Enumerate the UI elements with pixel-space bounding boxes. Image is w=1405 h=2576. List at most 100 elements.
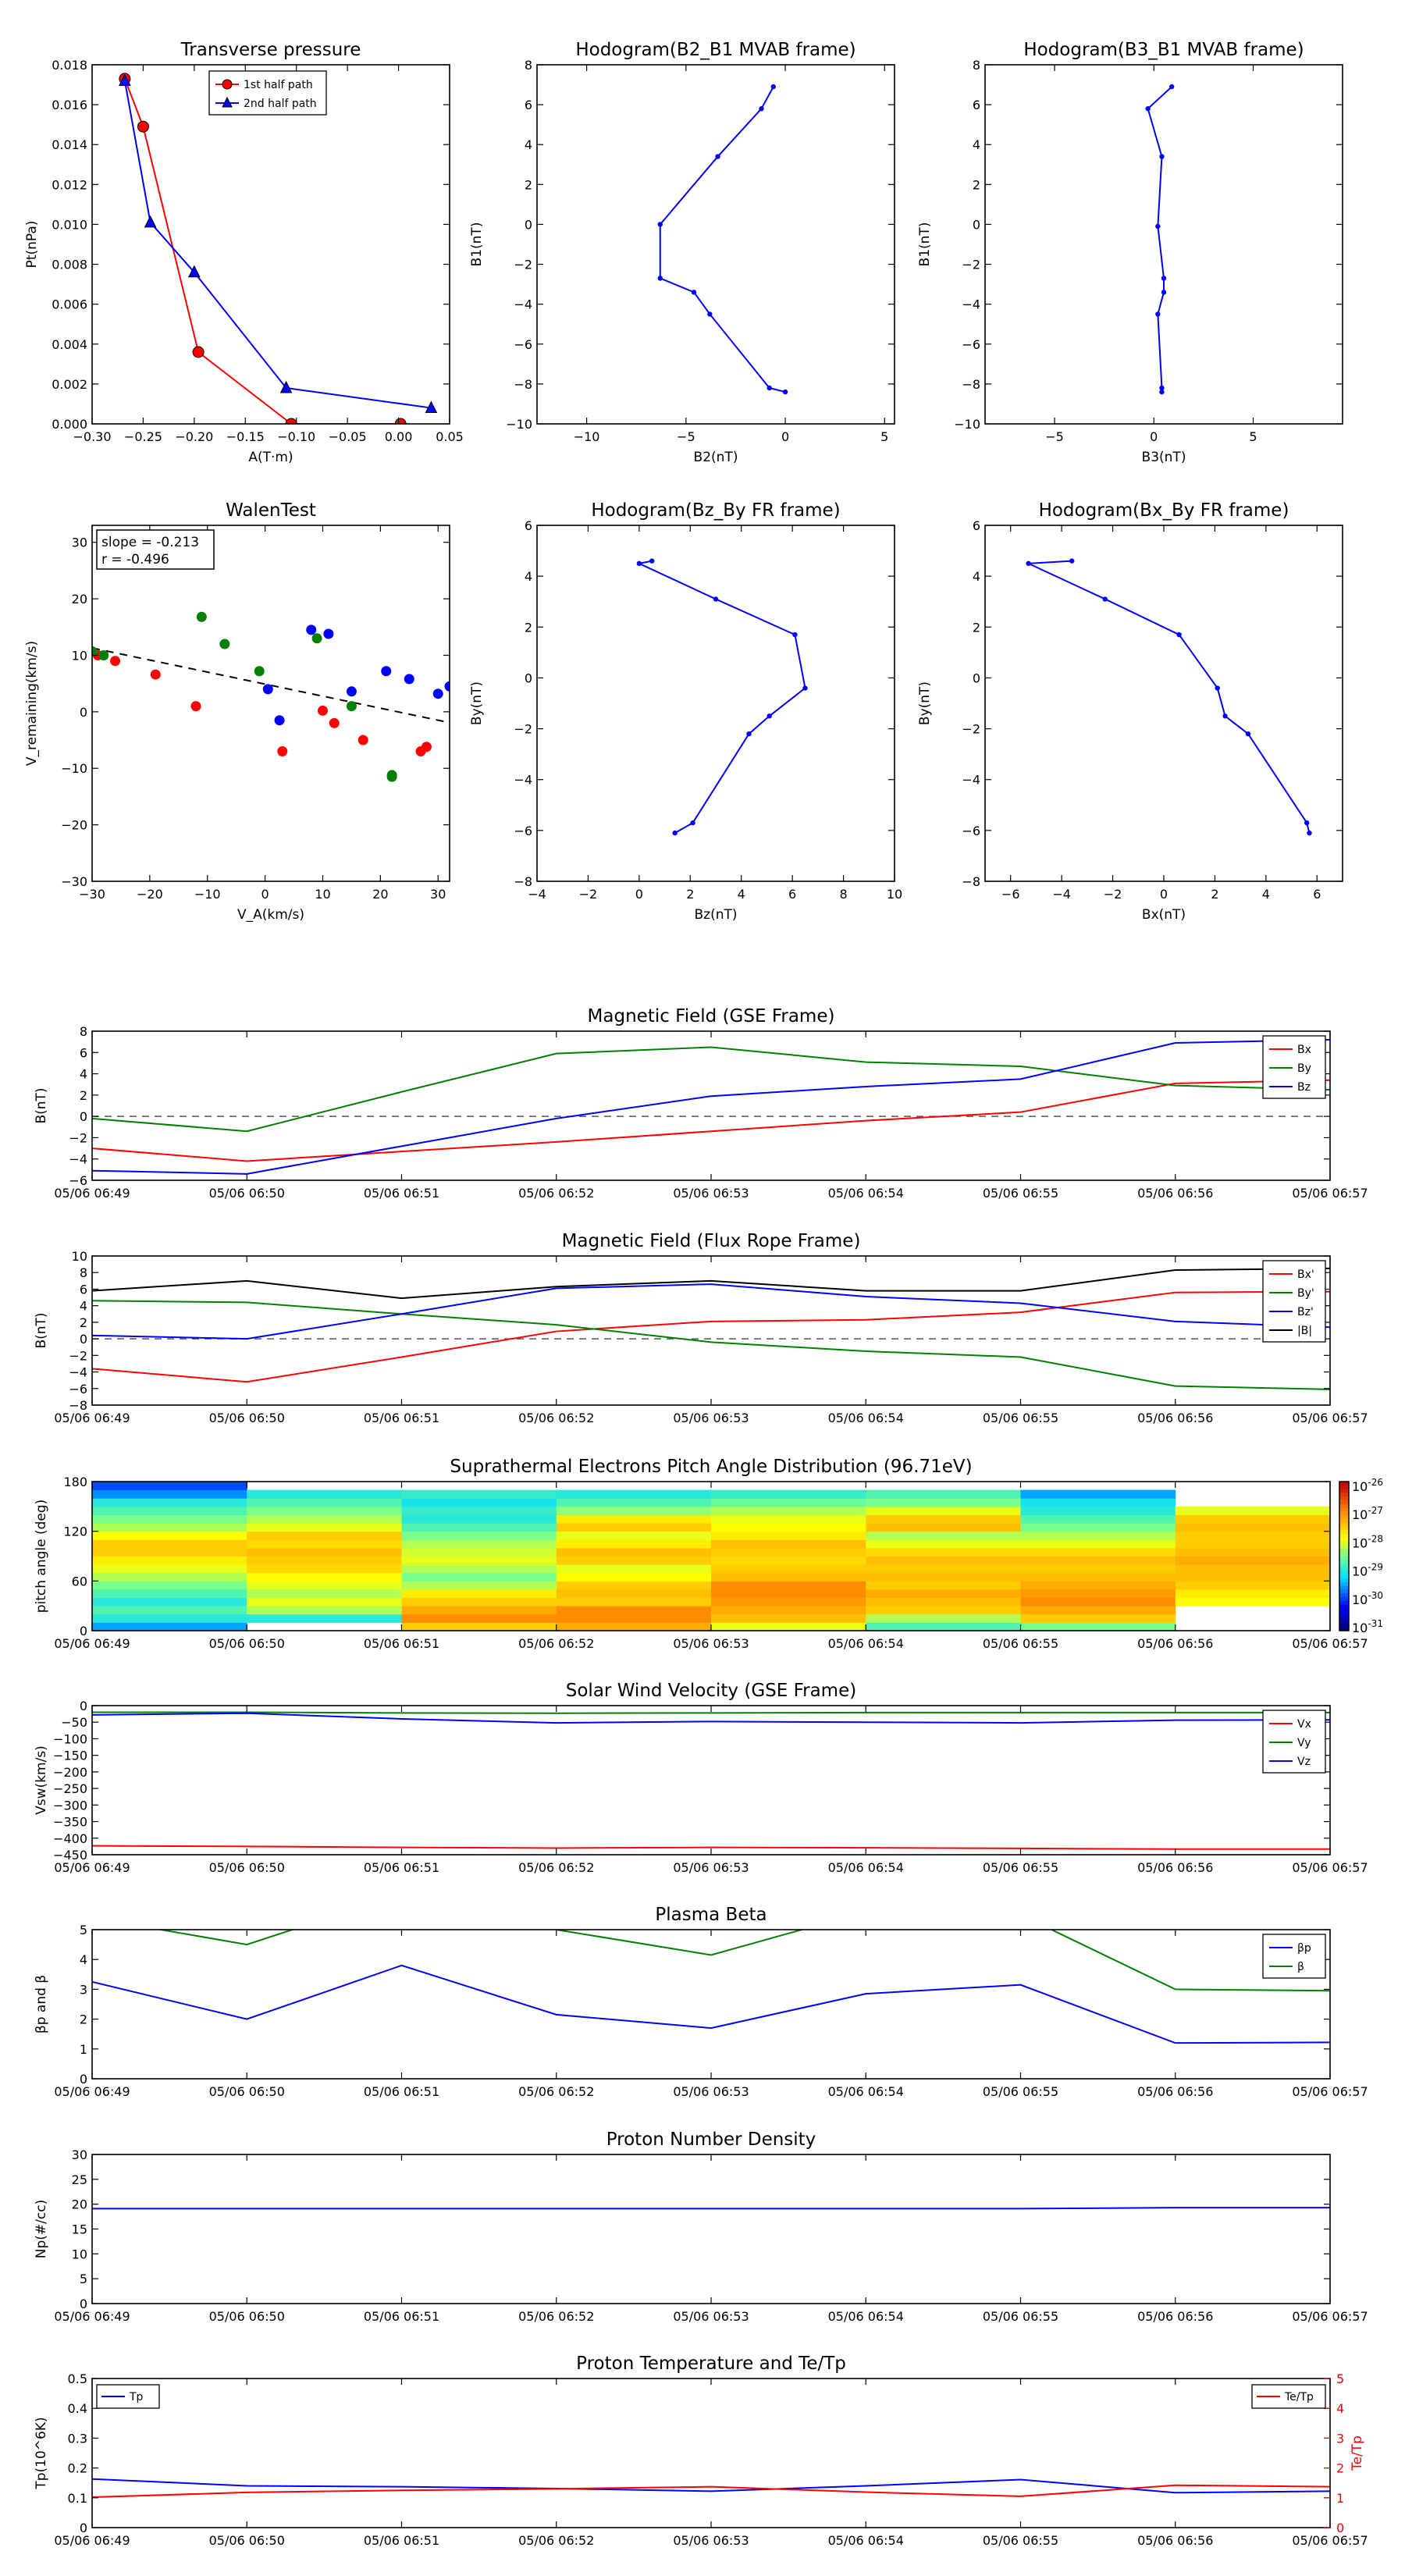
heatmap-cell: [247, 1606, 402, 1615]
x-tick-label: 30: [430, 887, 446, 902]
axes-frame: [984, 64, 1343, 425]
x-tick-label: 0.00: [385, 429, 413, 444]
heatmap-cell: [92, 1547, 247, 1557]
hodogram-point: [1307, 830, 1312, 836]
scatter-point: [404, 674, 414, 685]
y-tick-label: −6: [69, 1173, 87, 1188]
axes-frame: [91, 1255, 1331, 1406]
chart-title: Magnetic Field (Flux Rope Frame): [562, 1231, 861, 1251]
heatmap-cell: [1175, 1597, 1331, 1606]
fit-line: [92, 647, 450, 724]
y-tick-label: −6: [962, 824, 980, 838]
y-axis-label: Tp(10^6K): [34, 2417, 49, 2489]
triangle-marker: [188, 265, 201, 278]
heatmap-cell: [1175, 1539, 1331, 1549]
heatmap-cell: [1175, 1514, 1331, 1524]
colorbar-segment: [1339, 1500, 1349, 1505]
legend-box: [1262, 1934, 1326, 1979]
y-tick-label: −100: [53, 1731, 87, 1746]
colorbar-segment: [1339, 1582, 1349, 1587]
heatmap-cell: [247, 1589, 402, 1599]
colorbar-segment: [1339, 1608, 1349, 1613]
y-axis-label: B1(nT): [917, 222, 933, 267]
circle-marker: [394, 418, 407, 424]
x-tick-label: 05/06 06:54: [828, 2084, 904, 2099]
heatmap-cell: [401, 1506, 557, 1515]
scatter-point: [346, 686, 357, 697]
axes-frame: [91, 2154, 1331, 2304]
y-tick-label: 4: [525, 569, 532, 584]
heatmap-cell: [1020, 1622, 1176, 1631]
x-tick-label: 05/06 06:57: [1292, 2084, 1368, 2099]
heatmap-cell: [92, 1506, 247, 1515]
heatmap-cell: [401, 1581, 557, 1590]
y-tick-label: 0: [80, 1699, 87, 1713]
y-tick-label: −2: [514, 258, 532, 272]
x-tick-label: 05/06 06:54: [828, 1186, 904, 1201]
heatmap-cell: [1175, 1581, 1331, 1590]
y-tick-label: −10: [954, 417, 980, 432]
heatmap-cell: [247, 1506, 402, 1515]
x-tick-label: 05/06 06:57: [1292, 2309, 1368, 2324]
chart-title: Hodogram(B3_B1 MVAB frame): [1023, 40, 1304, 60]
x-tick-label: 05/06 06:51: [364, 2084, 439, 2099]
colorbar-segment: [1339, 1503, 1349, 1508]
y-right-tick-label: 0: [1336, 2521, 1344, 2535]
scatter-point: [277, 746, 288, 757]
colorbar-segment: [1339, 1526, 1349, 1531]
y-tick-label: 0.5: [68, 2371, 87, 2386]
heatmap-cell: [1020, 1606, 1176, 1615]
heatmap-cell: [92, 1531, 247, 1540]
y-tick-label: 1: [80, 2042, 87, 2057]
series-group: [92, 611, 450, 782]
hodogram-point: [657, 222, 663, 227]
x-tick-label: 05/06 06:51: [364, 1636, 439, 1651]
colorbar-segment: [1339, 1537, 1349, 1542]
series-line: [92, 1283, 1330, 1340]
y-tick-label: 8: [80, 1265, 87, 1280]
series-group: [1145, 84, 1175, 395]
axes-frame: [91, 2378, 1331, 2528]
x-tick-label: −0.10: [277, 429, 315, 444]
y-tick-label: 0.002: [52, 377, 87, 392]
heatmap-cell: [1175, 1572, 1331, 1582]
hodogram-point: [1155, 311, 1161, 317]
heatmap-cell: [711, 1506, 866, 1515]
y-tick-label: 0.3: [68, 2431, 87, 2446]
y-tick-label: −400: [53, 1831, 87, 1846]
hodogram-point: [1222, 713, 1228, 719]
y-tick-label: 0: [525, 671, 532, 685]
y-tick-label: −4: [962, 773, 980, 788]
hodogram-point: [657, 276, 663, 281]
x-tick-label: 05/06 06:49: [54, 1186, 130, 1201]
y-tick-label: −50: [61, 1715, 87, 1730]
x-tick-label: −0.25: [124, 429, 162, 444]
y-tick-label: 30: [72, 2147, 87, 2162]
hodogram-point: [1102, 596, 1108, 602]
x-tick-label: 05/06 06:50: [209, 2309, 285, 2324]
heatmap-cell: [556, 1564, 712, 1574]
heatmap-cell: [866, 1547, 1021, 1557]
series-line: [1147, 86, 1172, 393]
scatter-point: [219, 639, 230, 649]
heatmap-cell: [1020, 1547, 1176, 1557]
heatmap-cell: [1020, 1531, 1176, 1540]
legend-label: By: [1297, 1062, 1311, 1075]
colorbar-tick-base: 10: [1352, 1507, 1368, 1522]
colorbar-segment: [1339, 1612, 1349, 1617]
legend-box: [208, 70, 327, 116]
y-tick-label: −10: [61, 761, 87, 776]
chart-walen-test: WalenTest −30 −20 −10 0 10 20 30 −30 −20 −10 0 10 20 3…: [24, 500, 450, 923]
y-tick-label: −6: [69, 1382, 87, 1397]
series-line: [636, 560, 806, 834]
y-tick-label: 2: [973, 620, 980, 635]
series-line: [92, 1712, 1330, 1724]
circle-marker: [192, 346, 205, 358]
annotation-box: [96, 529, 215, 570]
y-right-tick-label: 1: [1336, 2491, 1344, 2506]
x-tick-label: 05/06 06:54: [828, 1636, 904, 1651]
y-tick-label: 30: [72, 535, 87, 550]
scatter-point: [329, 717, 340, 728]
x-tick-label: 5: [1249, 429, 1257, 444]
heatmap-cell: [1020, 1523, 1176, 1532]
